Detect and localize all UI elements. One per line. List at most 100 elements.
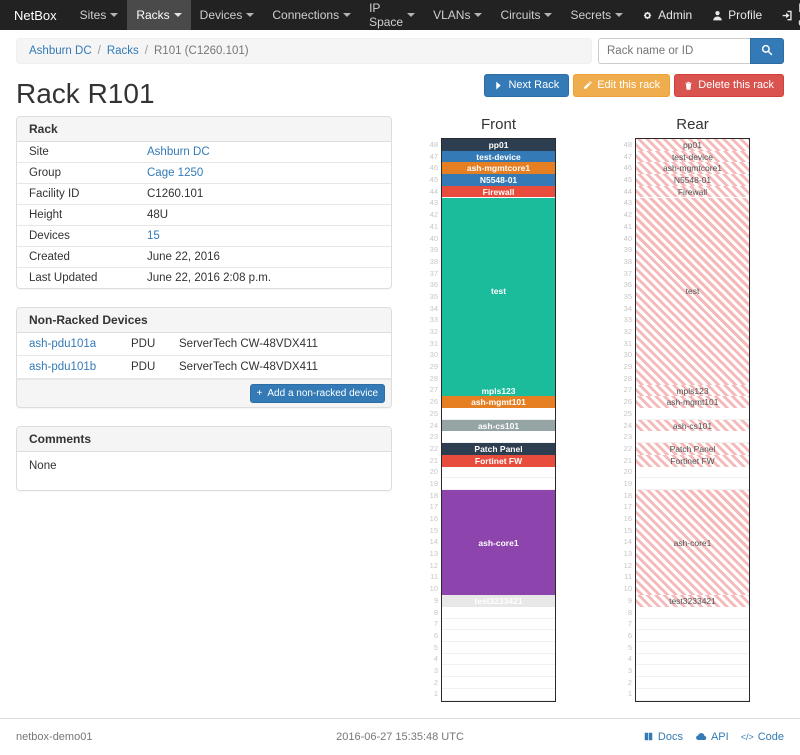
unit-number: 44	[429, 186, 438, 196]
device-link[interactable]: ash-pdu101b	[29, 361, 97, 373]
empty-rack-slot[interactable]	[442, 689, 555, 701]
unit-number: 14	[429, 537, 438, 547]
empty-rack-slot[interactable]	[442, 666, 555, 678]
empty-rack-slot[interactable]	[442, 432, 555, 444]
next-rack-button[interactable]: Next Rack	[484, 74, 570, 97]
attr-row-facility-id: Facility ID C1260.101	[17, 184, 391, 205]
delete-rack-button[interactable]: Delete this rack	[674, 74, 784, 97]
unit-number: 22	[429, 443, 438, 453]
rack-device-fortinet-fw[interactable]: Fortinet FW	[442, 454, 555, 467]
nav-item-vlans[interactable]: VLANs	[424, 0, 491, 30]
code-link[interactable]: </> Code	[741, 731, 784, 743]
rack-device-ash-mgmtcore1[interactable]: ash-mgmtcore1	[636, 162, 749, 175]
rack-device-pp01[interactable]: pp01	[636, 139, 749, 151]
empty-rack-slot[interactable]	[636, 630, 749, 643]
empty-rack-slot[interactable]	[442, 677, 555, 689]
nav-item-racks[interactable]: Racks	[127, 0, 191, 30]
empty-rack-slot[interactable]	[442, 642, 555, 654]
rack-device-ash-cs101[interactable]: ash-cs101	[442, 419, 555, 432]
unit-number: 10	[623, 584, 632, 594]
empty-rack-slot[interactable]	[442, 630, 555, 643]
site-link[interactable]: Ashburn DC	[147, 146, 210, 158]
docs-link[interactable]: Docs	[643, 731, 683, 743]
nav-item-secrets[interactable]: Secrets	[561, 0, 632, 30]
empty-rack-slot[interactable]	[636, 689, 749, 701]
rack-attributes-panel: Rack Site Ashburn DC Group Cage 1250 Fac…	[16, 116, 392, 289]
device-type: ServerTech CW-48VDX411	[179, 338, 318, 350]
devices-count-link[interactable]: 15	[147, 230, 160, 242]
rack-device-fortinet-fw[interactable]: Fortinet FW	[636, 454, 749, 467]
nav-item-circuits[interactable]: Circuits	[491, 0, 561, 30]
empty-rack-slot[interactable]	[636, 666, 749, 678]
empty-rack-slot[interactable]	[442, 619, 555, 631]
unit-number: 34	[623, 303, 632, 313]
breadcrumb-site-link[interactable]: Ashburn DC	[29, 45, 92, 57]
nav-item-devices[interactable]: Devices	[191, 0, 264, 30]
rack-device-mpls123[interactable]: mpls123	[442, 384, 555, 397]
unit-number: 38	[429, 256, 438, 266]
rack-device-patch-panel[interactable]: Patch Panel	[636, 443, 749, 455]
empty-rack-slot[interactable]	[636, 654, 749, 666]
empty-rack-slot[interactable]	[636, 478, 749, 490]
nav-item-sites[interactable]: Sites	[71, 0, 128, 30]
logout-link[interactable]: Log out	[772, 0, 800, 30]
unit-number: 24	[623, 420, 632, 430]
empty-rack-slot[interactable]	[442, 408, 555, 420]
nav-item-connections[interactable]: Connections	[263, 0, 360, 30]
attr-label: Site	[29, 146, 49, 158]
rack-device-ash-mgmtcore1[interactable]: ash-mgmtcore1	[442, 162, 555, 175]
empty-rack-slot[interactable]	[636, 619, 749, 631]
unit-number: 28	[623, 373, 632, 383]
cloud-icon	[695, 731, 707, 742]
empty-rack-slot[interactable]	[636, 467, 749, 479]
rack-device-ash-core1[interactable]: ash-core1	[442, 490, 555, 596]
api-link[interactable]: API	[695, 731, 729, 743]
breadcrumb-separator: /	[97, 45, 101, 57]
page-title: Rack R101	[16, 78, 155, 109]
breadcrumb-racks-link[interactable]: Racks	[106, 45, 139, 57]
rack-device-firewall[interactable]: Firewall	[442, 185, 555, 198]
unit-number: 9	[433, 595, 438, 605]
rack-device-test3233421[interactable]: test3233421	[442, 595, 555, 607]
rack-device-ash-cs101[interactable]: ash-cs101	[636, 419, 749, 432]
nav-item-ip-space[interactable]: IP Space	[360, 0, 424, 30]
empty-rack-slot[interactable]	[442, 467, 555, 479]
empty-rack-slot[interactable]	[636, 607, 749, 619]
empty-rack-slot[interactable]	[636, 642, 749, 654]
rack-device-firewall[interactable]: Firewall	[636, 185, 749, 198]
edit-rack-button[interactable]: Edit this rack	[573, 74, 671, 97]
rack-device-pp01[interactable]: pp01	[442, 139, 555, 151]
rack-device-patch-panel[interactable]: Patch Panel	[442, 443, 555, 455]
search-input[interactable]	[598, 38, 750, 64]
rack-device-test[interactable]: test	[442, 197, 555, 385]
empty-rack-slot[interactable]	[636, 432, 749, 444]
rear-unit-numbers: 48 47 46 45 44 43 42 41 40 39 38 37 36 35 34 33 32 31 30 29…	[620, 138, 635, 702]
rack-device-test[interactable]: test	[636, 197, 749, 385]
profile-link[interactable]: Profile	[702, 0, 772, 30]
empty-rack-slot[interactable]	[442, 478, 555, 490]
unit-number: 45	[623, 175, 632, 185]
rack-device-n5548-01[interactable]: N5548-01	[636, 174, 749, 186]
rack-device-n5548-01[interactable]: N5548-01	[442, 174, 555, 186]
attr-label: Facility ID	[29, 188, 80, 200]
device-link[interactable]: ash-pdu101a	[29, 338, 97, 350]
rack-device-test-device[interactable]: test-device	[636, 150, 749, 163]
rack-device-ash-mgmt101[interactable]: ash-mgmt101	[442, 396, 555, 409]
empty-rack-slot[interactable]	[636, 408, 749, 420]
search-button[interactable]	[750, 38, 784, 64]
empty-rack-slot[interactable]	[442, 607, 555, 619]
empty-rack-slot[interactable]	[636, 677, 749, 689]
unit-number: 15	[623, 525, 632, 535]
rack-device-mpls123[interactable]: mpls123	[636, 384, 749, 397]
brand-logo[interactable]: NetBox	[14, 7, 57, 23]
rack-device-ash-mgmt101[interactable]: ash-mgmt101	[636, 396, 749, 409]
device-role: PDU	[131, 338, 156, 350]
admin-link[interactable]: Admin	[632, 0, 702, 30]
group-link[interactable]: Cage 1250	[147, 167, 204, 179]
rack-device-test3233421[interactable]: test3233421	[636, 595, 749, 607]
rack-device-test-device[interactable]: test-device	[442, 150, 555, 163]
add-non-racked-device-button[interactable]: + Add a non-racked device	[249, 384, 385, 403]
rack-device-ash-core1[interactable]: ash-core1	[636, 490, 749, 596]
unit-number: 38	[623, 256, 632, 266]
empty-rack-slot[interactable]	[442, 654, 555, 666]
